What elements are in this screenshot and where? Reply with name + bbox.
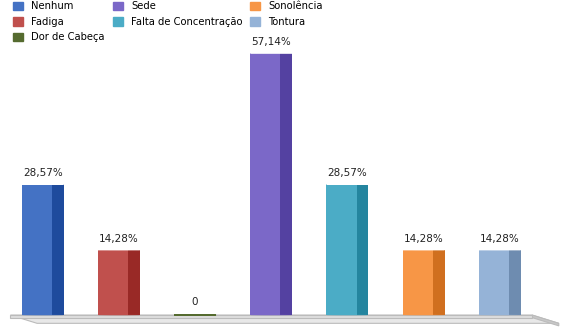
Text: 14,28%: 14,28% bbox=[480, 234, 520, 244]
Bar bbox=[52, 184, 64, 315]
Polygon shape bbox=[10, 315, 559, 323]
Ellipse shape bbox=[250, 52, 292, 53]
Ellipse shape bbox=[479, 249, 521, 250]
Bar bbox=[356, 184, 368, 315]
Bar bbox=[280, 53, 292, 315]
Bar bbox=[98, 249, 140, 315]
Bar bbox=[433, 249, 445, 315]
Ellipse shape bbox=[403, 249, 445, 250]
Bar bbox=[509, 249, 521, 315]
Text: 0: 0 bbox=[192, 297, 198, 307]
Ellipse shape bbox=[98, 249, 140, 250]
Text: 14,28%: 14,28% bbox=[99, 234, 139, 244]
Polygon shape bbox=[10, 315, 532, 317]
Text: 28,57%: 28,57% bbox=[328, 168, 367, 178]
Bar bbox=[327, 184, 368, 315]
Bar bbox=[479, 249, 521, 315]
Bar bbox=[250, 53, 292, 315]
Text: 28,57%: 28,57% bbox=[23, 168, 62, 178]
Legend: Nenhum, Fadiga, Dor de Cabeça, Sede, Falta de Concentração, Sonolência, Tontura: Nenhum, Fadiga, Dor de Cabeça, Sede, Fal… bbox=[13, 1, 323, 42]
Polygon shape bbox=[532, 315, 559, 326]
Bar bbox=[128, 249, 140, 315]
Bar bbox=[22, 184, 64, 315]
Text: 14,28%: 14,28% bbox=[404, 234, 444, 244]
Bar bbox=[403, 249, 445, 315]
Text: 57,14%: 57,14% bbox=[252, 37, 291, 47]
